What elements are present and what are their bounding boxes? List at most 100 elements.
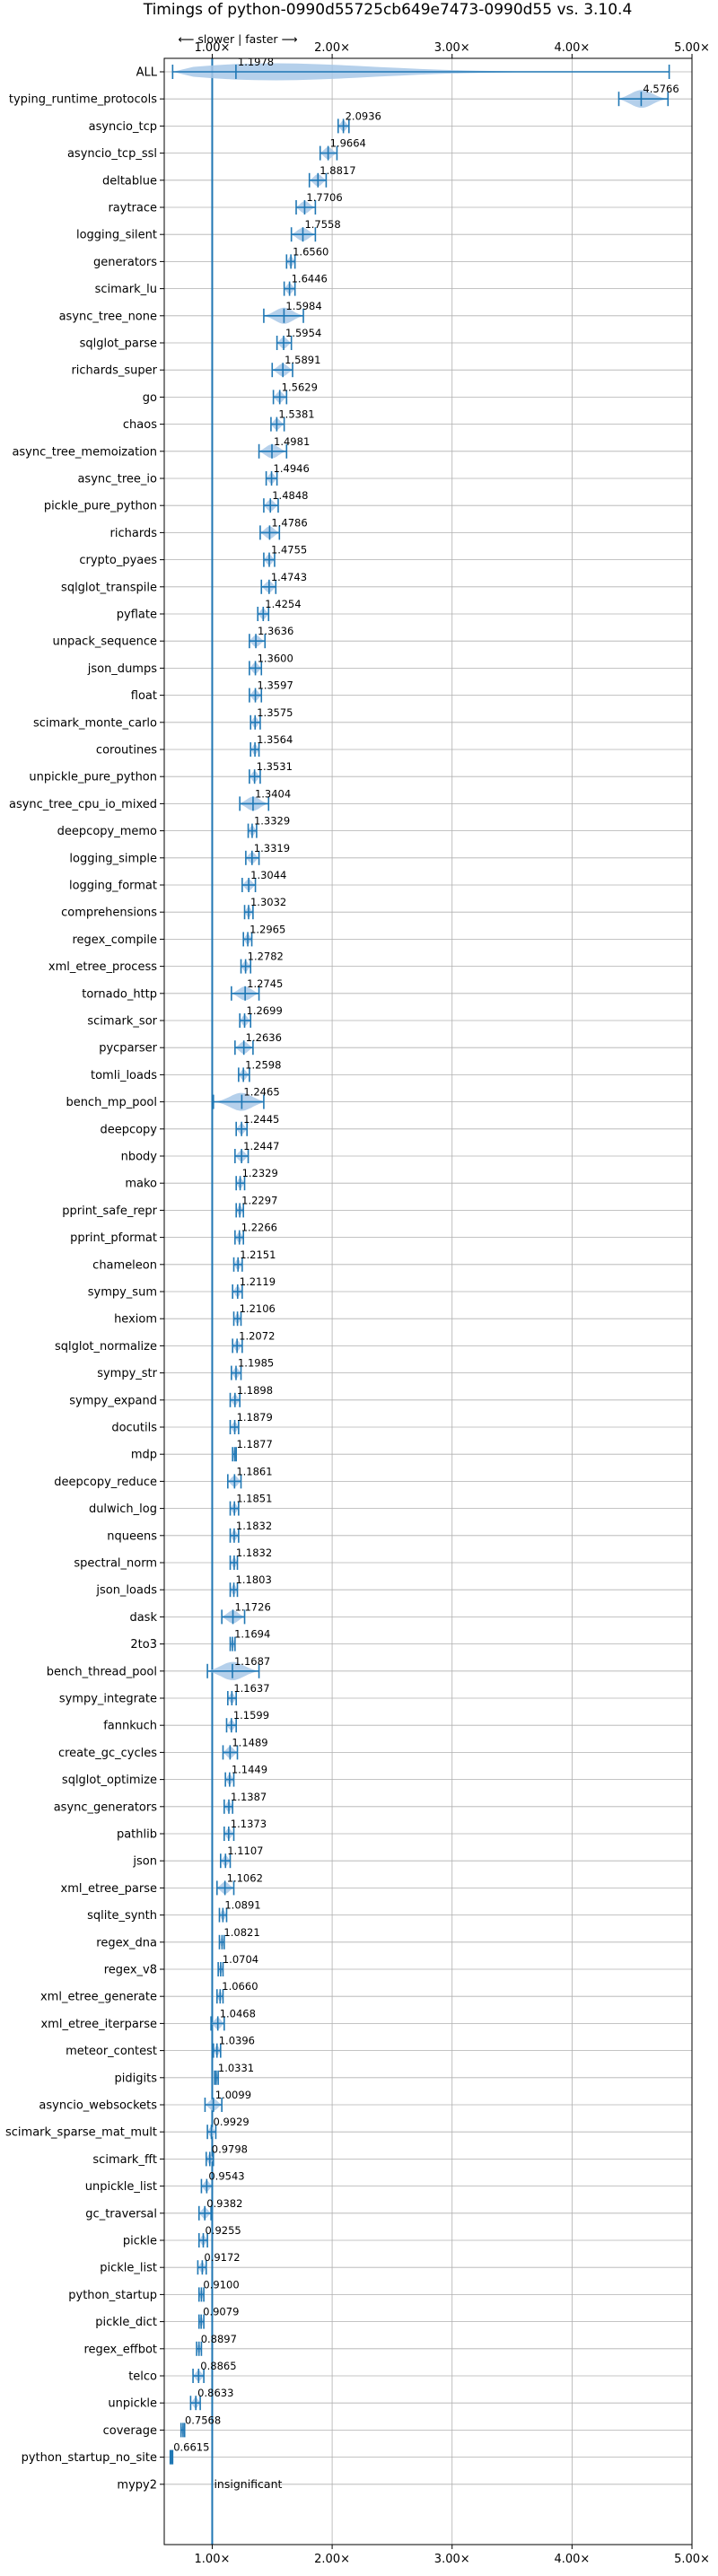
- value-label: 1.4981: [274, 435, 310, 448]
- benchmark-label: float: [131, 689, 157, 703]
- value-label: 1.3319: [254, 842, 290, 854]
- value-label: 1.5891: [285, 354, 320, 366]
- value-label: 1.2598: [245, 1058, 281, 1071]
- value-label: 0.9798: [212, 2142, 248, 2155]
- value-label: 0.9100: [203, 2278, 239, 2291]
- benchmark-label: asyncio_tcp: [89, 120, 157, 134]
- benchmark-label: scimark_sor: [87, 1015, 157, 1029]
- value-label: 1.4743: [271, 571, 307, 583]
- x-tick-label-bottom: 3.00×: [434, 2553, 470, 2566]
- benchmark-label: pycparser: [99, 1042, 157, 1056]
- benchmark-label: scimark_fft: [92, 2153, 157, 2167]
- value-label: 0.9929: [214, 2116, 250, 2128]
- benchmark-label: xml_etree_generate: [40, 1991, 157, 2004]
- value-label: 1.1985: [238, 1357, 274, 1370]
- value-label: 1.1449: [232, 1764, 267, 1776]
- value-label: 4.5766: [643, 83, 679, 95]
- benchmark-label: regex_compile: [72, 933, 157, 947]
- benchmark-label: generators: [93, 256, 157, 269]
- benchmark-label: deepcopy_memo: [57, 825, 157, 838]
- benchmark-label: gc_traversal: [85, 2207, 157, 2221]
- benchmark-label: sympy_str: [97, 1367, 157, 1380]
- value-label: 1.4254: [265, 598, 301, 610]
- benchmark-label: pickle_pure_python: [44, 500, 157, 513]
- benchmark-label: pprint_pformat: [70, 1231, 157, 1245]
- benchmark-label: comprehensions: [61, 907, 157, 920]
- benchmark-label: deepcopy: [100, 1123, 157, 1136]
- benchmark-label: nqueens: [107, 1529, 157, 1543]
- value-label: 1.3564: [257, 733, 293, 746]
- benchmark-label: raytrace: [108, 202, 157, 215]
- benchmark-label: pyflate: [117, 609, 157, 622]
- value-label: 1.2266: [241, 1222, 277, 1234]
- value-label: 0.9172: [204, 2251, 240, 2264]
- benchmark-label: pickle: [123, 2235, 157, 2248]
- value-label: 0.6615: [173, 2441, 209, 2454]
- benchmark-label: asyncio_websockets: [39, 2099, 157, 2113]
- benchmark-label: sqlglot_optimize: [62, 1774, 157, 1787]
- value-label: 1.0331: [218, 2062, 254, 2074]
- benchmark-label: async_tree_none: [59, 310, 157, 323]
- benchmark-label: bench_mp_pool: [66, 1096, 157, 1109]
- benchmark-label: regex_dna: [96, 1936, 157, 1950]
- value-label: 1.1489: [232, 1736, 267, 1748]
- benchmark-label: tomli_loads: [91, 1069, 157, 1082]
- value-label: 1.2636: [246, 1031, 282, 1044]
- value-label: 1.1803: [236, 1573, 272, 1586]
- benchmark-label: dask: [129, 1611, 157, 1625]
- value-label: 1.2151: [240, 1249, 276, 1261]
- value-label: 1.6446: [292, 273, 328, 285]
- benchmark-label: deepcopy_reduce: [54, 1476, 157, 1489]
- benchmark-label: ALL: [136, 66, 158, 80]
- value-label: 1.3597: [258, 679, 293, 692]
- benchmark-label: asyncio_tcp_ssl: [67, 147, 157, 161]
- x-tick-label-top: 4.00×: [554, 41, 590, 55]
- value-label: 1.1851: [236, 1493, 272, 1505]
- benchmark-label: unpickle: [108, 2397, 157, 2411]
- benchmark-label: logging_silent: [76, 229, 157, 242]
- benchmark-label: async_tree_cpu_io_mixed: [9, 798, 157, 811]
- benchmark-label: pprint_safe_repr: [62, 1205, 157, 1218]
- value-label: 1.0660: [222, 1980, 258, 1993]
- benchmark-label: mypy2: [117, 2478, 157, 2492]
- benchmark-label: sqlglot_transpile: [61, 581, 157, 594]
- value-label: 1.0468: [220, 2007, 256, 2020]
- benchmark-label: scimark_sparse_mat_mult: [5, 2126, 157, 2140]
- benchmark-label: mdp: [131, 1449, 157, 1462]
- value-label: 1.2699: [247, 1004, 283, 1017]
- benchmark-label: regex_effbot: [83, 2343, 157, 2356]
- value-label: 1.5954: [285, 327, 321, 339]
- x-axis-top: 1.00× 2.00× 3.00× 4.00× 5.00×: [195, 41, 710, 58]
- value-label: 0.9543: [208, 2170, 244, 2183]
- x-tick-label-top: 5.00×: [674, 41, 710, 55]
- x-tick-label-bottom: 2.00×: [314, 2553, 350, 2566]
- benchmark-label: telco: [128, 2370, 157, 2384]
- benchmark-label: nbody: [121, 1151, 158, 1164]
- benchmark-label: hexiom: [114, 1313, 157, 1327]
- value-label: 1.1832: [236, 1546, 272, 1559]
- value-label: 1.1062: [227, 1871, 263, 1884]
- benchmark-label: chaos: [123, 418, 157, 432]
- value-label: 1.1877: [237, 1438, 273, 1450]
- value-label: 1.0891: [224, 1899, 260, 1912]
- value-label: 1.1107: [227, 1844, 263, 1857]
- benchmark-label: 2to3: [130, 1638, 157, 1652]
- x-axis-bottom: 1.00× 2.00× 3.00× 4.00× 5.00×: [195, 2545, 710, 2566]
- value-label: 1.1599: [233, 1709, 269, 1722]
- benchmark-rows: ALL typing_runtime_protocols asyncio_tcpas…: [5, 56, 679, 2492]
- x-tick-label-bottom: 1.00×: [195, 2553, 231, 2566]
- value-label: 0.7568: [185, 2414, 221, 2426]
- value-label: 1.7706: [306, 191, 342, 204]
- value-label: 1.2297: [241, 1194, 277, 1206]
- value-label: 1.1373: [231, 1818, 267, 1830]
- x-tick-label-top: 1.00×: [195, 41, 231, 55]
- value-label: 1.5984: [285, 300, 321, 312]
- value-label: 0.8865: [200, 2360, 236, 2372]
- value-label: 1.3636: [258, 625, 293, 637]
- chart-title: Timings of python-0990d55725cb649e7473-0…: [143, 1, 633, 19]
- value-label: 0.9255: [205, 2224, 241, 2237]
- value-label: 1.1832: [236, 1520, 272, 1532]
- value-label: 1.2447: [243, 1140, 279, 1152]
- x-tick-label-top: 2.00×: [314, 41, 350, 55]
